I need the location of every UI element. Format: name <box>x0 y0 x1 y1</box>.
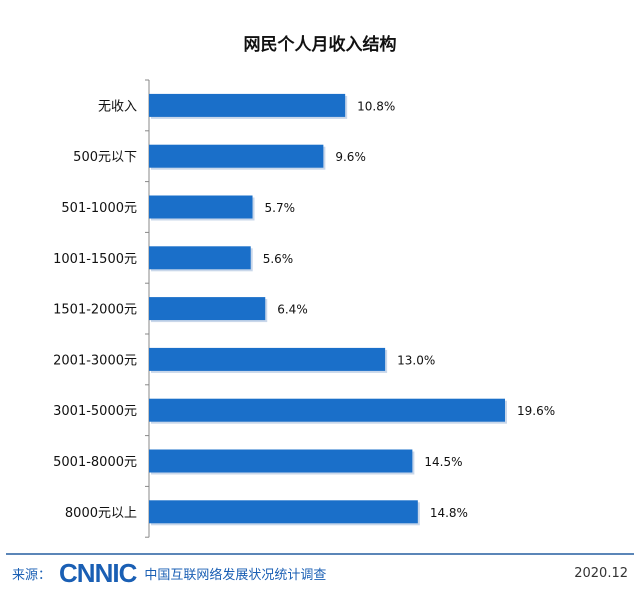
data-label: 6.4% <box>277 303 308 317</box>
category-label: 1501-2000元 <box>53 303 137 318</box>
category-label: 500元以下 <box>73 150 137 165</box>
cnnic-logo: CNNIC <box>59 557 137 588</box>
bar <box>149 449 413 473</box>
bar <box>149 195 253 219</box>
data-label: 19.6% <box>517 404 555 418</box>
bar <box>149 347 386 371</box>
bar <box>149 93 346 117</box>
data-label: 14.8% <box>430 506 468 520</box>
data-label: 5.6% <box>263 252 294 266</box>
bar <box>149 144 324 168</box>
chart-title: 网民个人月收入结构 <box>243 35 397 55</box>
bar <box>149 398 505 422</box>
category-label: 2001-3000元 <box>53 353 137 368</box>
bar <box>149 500 418 524</box>
data-label: 13.0% <box>397 353 435 367</box>
category-label: 无收入 <box>98 99 137 114</box>
source-organization: 中国互联网络发展状况统计调查 <box>144 567 327 583</box>
bar <box>149 246 251 270</box>
footer-divider <box>6 553 634 555</box>
category-label: 501-1000元 <box>61 201 137 216</box>
report-date: 2020.12 <box>574 565 628 581</box>
data-label: 9.6% <box>335 150 366 164</box>
category-label: 8000元以上 <box>65 506 137 521</box>
data-label: 14.5% <box>424 455 462 469</box>
data-label: 10.8% <box>357 99 395 113</box>
category-label: 5001-8000元 <box>53 455 137 470</box>
footer: 来源： CNNIC 中国互联网络发展状况统计调查 2020.12 <box>12 558 628 588</box>
category-label: 3001-5000元 <box>53 404 137 419</box>
bar <box>149 297 266 321</box>
category-label: 1001-1500元 <box>53 252 137 267</box>
data-label: 5.7% <box>265 201 296 215</box>
source-label: 来源： <box>12 567 52 583</box>
